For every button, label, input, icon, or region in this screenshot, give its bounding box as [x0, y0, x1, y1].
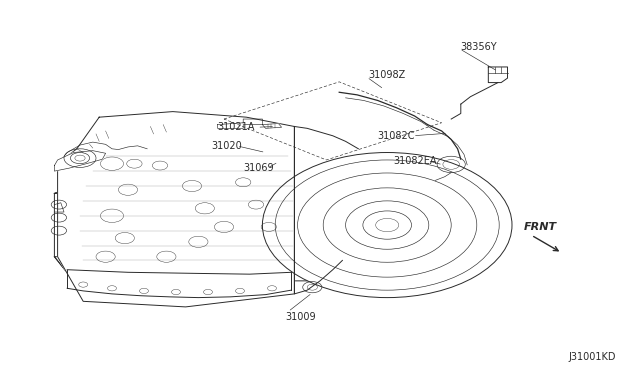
Polygon shape	[54, 257, 314, 281]
Text: J31001KD: J31001KD	[568, 352, 616, 362]
Text: FRNT: FRNT	[524, 222, 557, 232]
Text: 31009: 31009	[285, 312, 316, 322]
Text: 31069: 31069	[243, 163, 274, 173]
Text: 31020: 31020	[211, 141, 242, 151]
Polygon shape	[54, 186, 74, 281]
Polygon shape	[58, 112, 294, 307]
Text: 31098Z: 31098Z	[368, 70, 405, 80]
Polygon shape	[262, 124, 282, 128]
Text: 31082C: 31082C	[378, 131, 415, 141]
Polygon shape	[488, 67, 508, 83]
Circle shape	[262, 153, 512, 298]
Polygon shape	[54, 186, 314, 193]
Text: 38356Y: 38356Y	[461, 42, 497, 51]
Text: 31021A: 31021A	[218, 122, 255, 132]
Text: 31082EA: 31082EA	[394, 156, 437, 166]
Polygon shape	[54, 151, 106, 171]
